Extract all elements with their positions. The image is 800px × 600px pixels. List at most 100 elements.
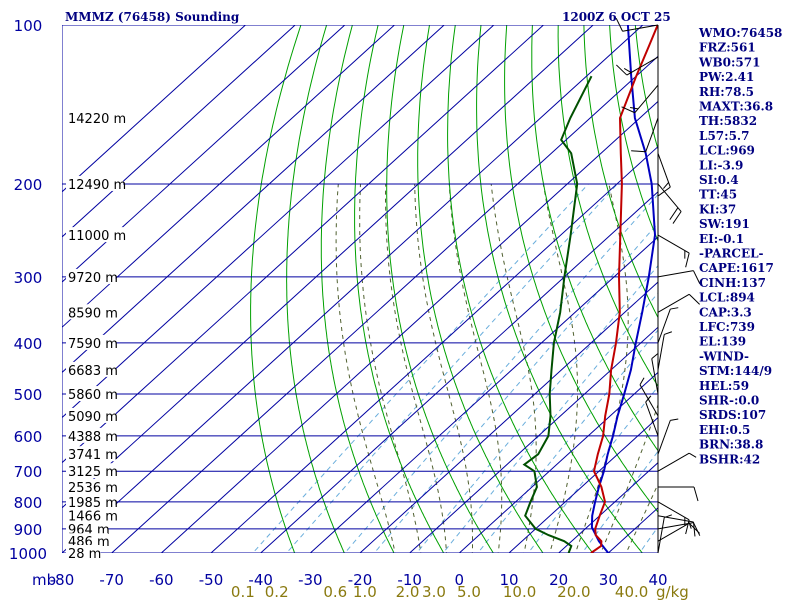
wind-barb-flag — [639, 377, 645, 385]
height-label-bg — [66, 227, 124, 243]
wind-barb-staff — [634, 84, 659, 114]
temperature-tick-label: 0 — [455, 571, 465, 589]
wind-barb-staff — [657, 522, 694, 530]
wind-barb-staff — [622, 24, 659, 32]
wind-barb-flag — [692, 521, 696, 537]
wind-barb — [658, 486, 699, 502]
pressure-tick-label: 1000 — [9, 545, 47, 563]
mixing-ratio-label: 2.0 — [396, 583, 420, 600]
wind-barb-staff — [645, 401, 659, 437]
wind-barb-flag — [688, 293, 700, 305]
wind-barb-staff — [651, 358, 659, 395]
temperature-tick-label: -60 — [149, 571, 174, 589]
wind-barb-staff — [657, 515, 694, 523]
temperature-labels: -80 -70 -60 -50 -40 -30 -20 -10 0 10 20 30 40 — [50, 571, 668, 589]
index-item: SRDS:107 — [699, 408, 766, 422]
isotherm-line — [359, 281, 658, 553]
height-label-bg — [66, 493, 116, 509]
wind-barb — [657, 418, 679, 455]
isotherm-line — [62, 25, 346, 283]
pressure-tick-label: 200 — [14, 176, 43, 194]
temperature-tick-label: -30 — [298, 571, 323, 589]
height-label: 2536 m — [68, 481, 118, 496]
wind-barb — [657, 234, 690, 268]
moist-adiabat — [448, 183, 503, 553]
wind-barb-staff — [645, 117, 659, 152]
height-label: 4388 m — [68, 430, 118, 445]
wind-barb-flag — [621, 106, 636, 114]
isotherm-line — [409, 326, 658, 553]
index-item: TH:5832 — [699, 114, 757, 128]
index-item: CAPE:1617 — [699, 261, 774, 275]
dewpoint-trace — [522, 75, 593, 553]
wind-barb-flag — [615, 17, 623, 32]
isotherm-line — [62, 25, 544, 464]
height-label-bg — [66, 479, 116, 495]
wind-barb — [639, 377, 659, 417]
wind-barb-staff — [657, 153, 671, 188]
height-label: 3741 m — [68, 448, 118, 463]
wind-barb-staff — [626, 56, 659, 76]
index-item: CAP:3.3 — [699, 305, 752, 319]
height-label-bg — [66, 268, 116, 284]
dry-adiabat — [286, 25, 345, 553]
dry-adiabat — [386, 25, 494, 553]
dry-adiabat — [787, 13, 800, 564]
index-item: SI:0.4 — [699, 173, 739, 187]
moist-adiabat — [359, 183, 422, 553]
dry-adiabat — [504, 25, 658, 513]
isotherm-line — [111, 55, 658, 553]
height-label-bg — [66, 533, 108, 549]
mixing-ratio-line — [638, 525, 658, 553]
height-label-bg — [66, 175, 124, 191]
isotherm-line — [62, 25, 445, 374]
height-label-bg — [66, 446, 116, 462]
indices-panel: WMO:76458FRZ:561WB0:571PW:2.41RH:78.5MAX… — [698, 26, 782, 466]
index-item: WB0:571 — [698, 55, 760, 69]
mixing-ratio-label: 0.1 — [231, 583, 255, 600]
plot-area — [62, 13, 800, 564]
height-label: 14220 m — [68, 112, 126, 127]
temperature-tick-label: 40 — [648, 571, 667, 589]
wind-barb-flag — [623, 68, 632, 73]
moist-adiabat — [414, 183, 473, 553]
height-label-bg — [66, 361, 116, 377]
index-item: LCL:894 — [699, 291, 755, 305]
index-item: BRN:38.8 — [699, 438, 763, 452]
isotherm-line — [558, 462, 658, 553]
wind-barb — [657, 331, 673, 370]
height-label-bg — [66, 109, 124, 125]
moist-adiabat — [542, 183, 579, 553]
wind-barb-staff — [657, 517, 665, 554]
index-item: SHR-:0.0 — [699, 394, 759, 408]
isotherm-line — [62, 25, 246, 193]
wind-barb — [657, 183, 682, 224]
wind-barb-flag — [669, 207, 679, 221]
pressure-unit-label: mb — [32, 571, 56, 589]
wind-barb-staff — [657, 308, 671, 344]
height-label-bg — [66, 545, 101, 560]
wind-barb — [645, 395, 659, 437]
height-label-bg — [66, 334, 116, 350]
wind-barb-staff — [657, 293, 690, 313]
wind-barb — [657, 153, 671, 197]
index-item: TT:45 — [699, 188, 737, 202]
index-item: SW:191 — [699, 217, 750, 231]
dry-adiabat — [354, 25, 445, 553]
wind-barb-flag — [685, 519, 690, 535]
temperature-tick-label: -10 — [397, 571, 422, 589]
height-label-bg — [66, 304, 116, 320]
temperature-tick-label: -70 — [99, 571, 124, 589]
wind-barb-flag — [651, 353, 659, 359]
wind-barb-flag — [658, 186, 671, 197]
dry-adiabat — [447, 25, 594, 553]
index-item: RH:78.5 — [699, 85, 754, 99]
height-label-bg — [66, 463, 116, 479]
mixing-ratio-label: 3.0 — [422, 583, 446, 600]
dry-adiabat — [583, 25, 658, 319]
pressure-tick-label: 500 — [14, 386, 43, 404]
wind-barb-flag — [616, 64, 628, 76]
moist-adiabat — [600, 403, 658, 553]
height-label: 7590 m — [68, 337, 118, 352]
